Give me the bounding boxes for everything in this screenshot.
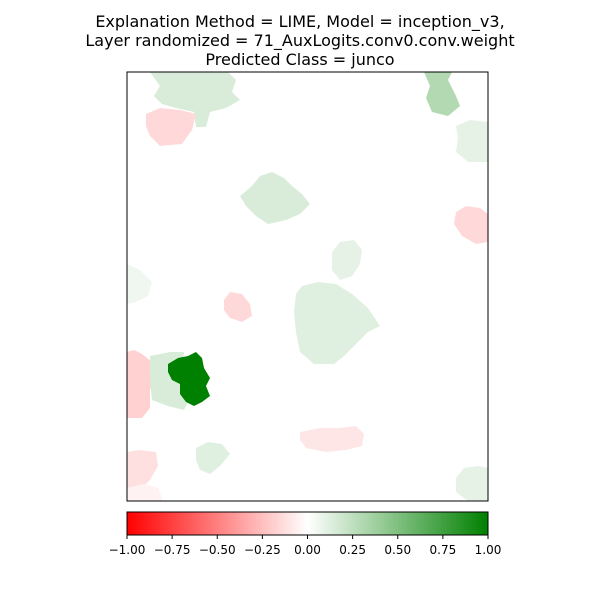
- segment-small-red: [224, 292, 252, 322]
- segment-bottom-right-green: [456, 466, 488, 501]
- segment-right-red: [454, 206, 488, 244]
- segment-left-red: [127, 350, 156, 418]
- colorbar-tick-label: −1.00: [109, 543, 146, 557]
- colorbar-tick-label: −0.75: [154, 543, 191, 557]
- segment-center-green: [294, 282, 380, 364]
- segment-small-center-green: [332, 240, 362, 280]
- colorbar-tick-label: −0.50: [199, 543, 236, 557]
- explanation-segments: [127, 72, 488, 501]
- colorbar-tick-label: 0.25: [339, 543, 366, 557]
- colorbar-tick-label: 0.75: [430, 543, 457, 557]
- segment-strong-green: [168, 352, 210, 406]
- colorbar-ticks: −1.00 −0.75 −0.50 −0.25 0.00 0.25 0.50 0.75 1.00: [109, 535, 502, 557]
- segment-right-upper-green: [456, 120, 488, 162]
- colorbar-tick-label: 1.00: [475, 543, 502, 557]
- segment-center-upper-green: [240, 172, 310, 224]
- colorbar: [126, 511, 489, 536]
- title-line-3: Predicted Class = junco: [205, 50, 395, 69]
- segment-bottom-center-red: [300, 426, 364, 452]
- segment-left-edge-green: [127, 264, 152, 304]
- title-line-1: Explanation Method = LIME, Model = incep…: [95, 12, 505, 31]
- title-line-2: Layer randomized = 71_AuxLogits.conv0.co…: [85, 31, 515, 50]
- segment-bottom-left-red: [127, 450, 158, 492]
- chart-title: Explanation Method = LIME, Model = incep…: [0, 12, 600, 69]
- colorbar-tick-label: −0.25: [244, 543, 281, 557]
- axes-frame: [126, 71, 489, 502]
- colorbar-tick-label: 0.50: [384, 543, 411, 557]
- segment-top-center-green: [150, 72, 240, 127]
- segment-bottom-left-red2: [127, 484, 162, 501]
- segment-top-left-red: [146, 108, 196, 146]
- segment-top-right-green: [424, 72, 460, 116]
- colorbar-tick-label: 0.00: [294, 543, 321, 557]
- segment-bottom-green: [196, 442, 230, 474]
